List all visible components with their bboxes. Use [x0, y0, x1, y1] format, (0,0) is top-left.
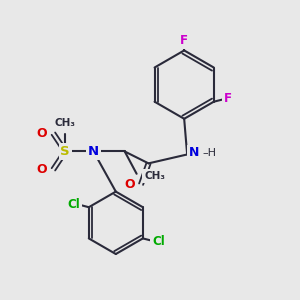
- Text: –H: –H: [203, 148, 217, 158]
- Text: Cl: Cl: [68, 198, 80, 211]
- Text: N: N: [188, 146, 199, 160]
- Text: O: O: [36, 163, 47, 176]
- Text: N: N: [88, 145, 99, 158]
- Text: CH₃: CH₃: [55, 118, 76, 128]
- Text: F: F: [180, 34, 188, 47]
- Text: S: S: [61, 145, 70, 158]
- Text: O: O: [124, 178, 134, 191]
- Text: O: O: [36, 127, 47, 140]
- Text: CH₃: CH₃: [144, 171, 165, 181]
- Text: F: F: [224, 92, 232, 105]
- Text: Cl: Cl: [152, 235, 165, 248]
